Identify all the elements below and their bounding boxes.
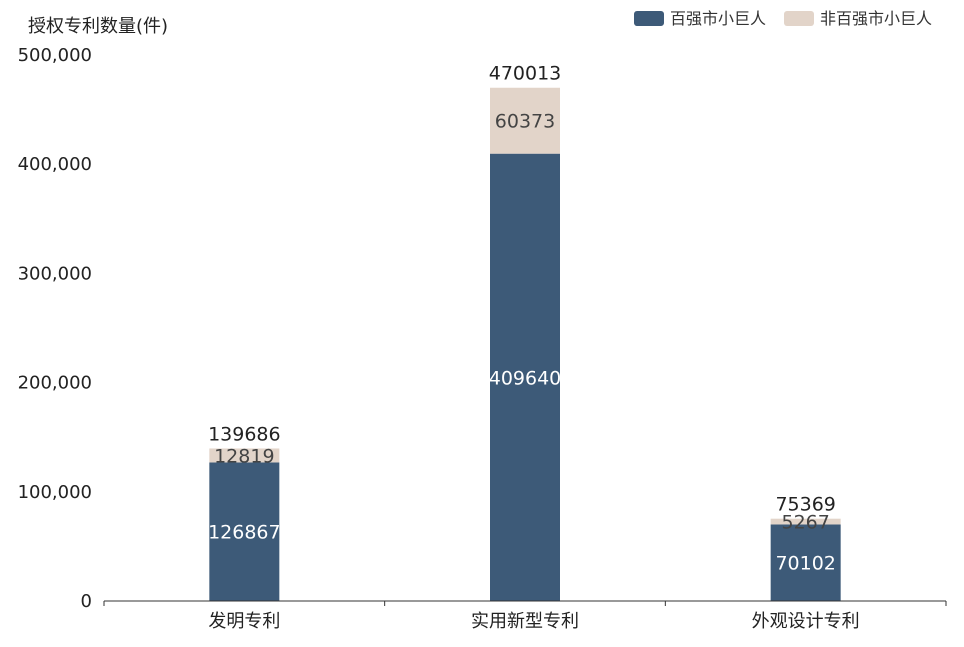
data-label-series-2: 60373 xyxy=(495,111,555,133)
x-axis: 发明专利 实用新型专利 外观设计专利 xyxy=(103,600,947,632)
x-tick-label: 发明专利 xyxy=(208,611,280,632)
data-label-series-2: 12819 xyxy=(214,445,274,467)
data-label-series-1: 70102 xyxy=(775,553,835,575)
y-tick-label: 200,000 xyxy=(18,373,92,394)
x-tick-label: 外观设计专利 xyxy=(752,611,860,632)
bar-segment-series-1 xyxy=(490,153,560,601)
bar-segment-series-1 xyxy=(209,462,280,601)
data-label-total: 139686 xyxy=(208,423,281,445)
x-tick-label: 实用新型专利 xyxy=(471,611,579,632)
data-label-total: 75369 xyxy=(775,494,835,516)
legend-label-series-1: 百强市小巨人 xyxy=(670,9,766,28)
y-tick-label: 400,000 xyxy=(18,154,92,175)
data-label-series-1: 126867 xyxy=(208,522,281,544)
data-label-series-1: 409640 xyxy=(489,367,562,389)
y-tick-label: 500,000 xyxy=(18,45,92,66)
y-axis-ticks: 0 100,000 200,000 300,000 400,000 500,000 xyxy=(18,45,92,612)
bar-segment-series-1 xyxy=(770,524,841,601)
legend-label-series-2: 非百强市小巨人 xyxy=(820,9,932,28)
y-tick-label: 100,000 xyxy=(18,482,92,503)
y-axis-title: 授权专利数量(件) xyxy=(28,16,168,37)
bar-segment-series-2 xyxy=(490,87,560,154)
legend-swatch-series-2 xyxy=(784,11,814,26)
bar-segment-series-2 xyxy=(209,448,280,463)
data-label-total: 470013 xyxy=(489,63,562,85)
y-tick-label: 300,000 xyxy=(18,263,92,284)
legend: 百强市小巨人 非百强市小巨人 xyxy=(634,9,932,28)
y-tick-label: 0 xyxy=(81,591,92,612)
data-label-series-2: 5267 xyxy=(781,512,829,534)
bar-segment-series-2 xyxy=(770,518,841,525)
legend-swatch-series-1 xyxy=(634,11,664,26)
